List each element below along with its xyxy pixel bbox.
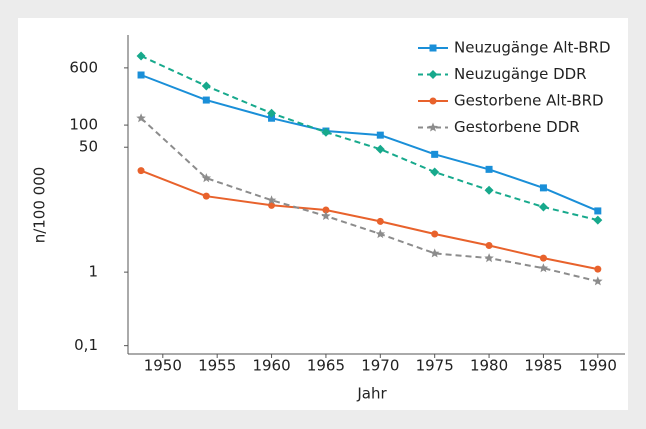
legend-marker	[428, 70, 438, 79]
marker	[322, 206, 330, 214]
marker	[593, 215, 603, 225]
marker	[202, 96, 210, 104]
x-tick-label: 1975	[416, 357, 454, 375]
marker	[321, 211, 331, 220]
x-tick-label: 1970	[361, 357, 399, 375]
legend-label: Neuzugänge DDR	[454, 65, 587, 83]
x-tick-label: 1960	[252, 357, 290, 375]
marker	[268, 201, 276, 209]
y-tick-label: 1	[88, 263, 98, 281]
marker	[538, 202, 548, 212]
marker	[201, 173, 212, 183]
marker	[484, 253, 494, 263]
x-tick-label: 1985	[524, 357, 562, 375]
x-tick-label: 1955	[198, 357, 236, 375]
marker	[137, 71, 145, 79]
series-line	[140, 55, 599, 222]
marker	[539, 254, 547, 262]
y-tick-label: 50	[79, 138, 98, 156]
y-tick-label: 600	[69, 58, 98, 76]
marker	[376, 217, 384, 225]
marker	[485, 242, 493, 250]
legend-label: Gestorbene Alt-BRD	[454, 92, 604, 110]
marker	[267, 108, 277, 118]
marker	[484, 185, 494, 195]
marker	[137, 167, 145, 175]
y-tick-label: 0,1	[74, 336, 98, 354]
marker	[202, 192, 210, 200]
x-axis-label: Jahr	[356, 385, 387, 403]
marker	[594, 207, 602, 215]
legend-marker	[429, 44, 437, 52]
marker	[375, 144, 385, 154]
legend-label: Gestorbene DDR	[454, 118, 580, 136]
marker	[538, 263, 549, 273]
marker	[321, 127, 331, 137]
marker	[268, 114, 276, 122]
marker	[430, 167, 440, 177]
marker	[593, 276, 603, 286]
legend-marker	[428, 122, 438, 132]
marker	[429, 248, 440, 258]
panel	[18, 18, 628, 410]
marker	[266, 195, 277, 205]
marker	[431, 150, 439, 158]
y-axis-label: n/100 000	[31, 167, 49, 244]
x-tick-label: 1980	[470, 357, 508, 375]
y-tick-label: 100	[69, 116, 98, 134]
marker	[136, 51, 146, 61]
marker	[431, 230, 439, 238]
marker	[201, 81, 211, 91]
marker	[136, 113, 146, 123]
x-tick-label: 1965	[307, 357, 345, 375]
marker	[539, 184, 547, 192]
legend-marker	[429, 97, 437, 105]
marker	[485, 165, 493, 173]
x-tick-label: 1950	[144, 357, 182, 375]
marker	[375, 229, 386, 239]
marker	[376, 131, 384, 139]
marker	[594, 265, 602, 273]
legend-label: Neuzugänge Alt-BRD	[454, 39, 611, 57]
x-tick-label: 1990	[579, 357, 617, 375]
